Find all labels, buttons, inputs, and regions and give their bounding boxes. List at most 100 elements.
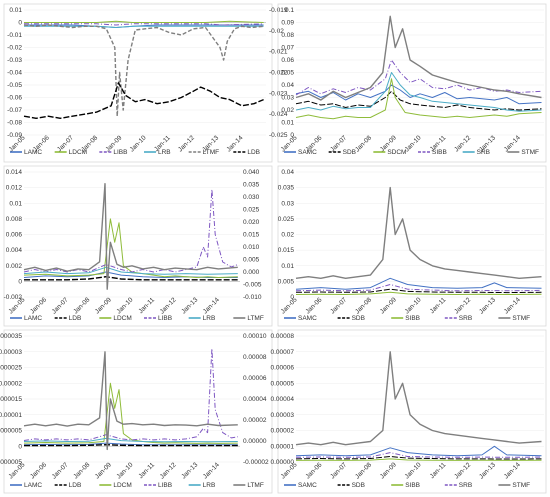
x-tick-label: Jan-09 [94,296,113,315]
y-tick-label: 0.00000 [271,459,295,466]
y2-tick-label: 0.00002 [243,417,267,424]
series-line-samc [295,445,542,457]
x-tick-label: Jan-13 [180,296,199,315]
legend-label: LTMF [203,149,220,156]
panel-frame [277,165,547,327]
chart-panel-bottom-right: 0.00000 0.00001 0.00002 0.00003 0.00004 0.000… [271,329,547,494]
y-tick-label: 0.05 [281,70,294,77]
x-tick-label: Jan-12 [453,296,472,315]
x-tick-label: Jan-12 [453,461,472,480]
x-tick-label: Jan-08 [72,461,91,480]
chart-panel-middle-right: 0 0.005 0.01 0.015 0.02 0.025 0.03 0.035 0.04 Jan… [277,165,547,327]
y2-tick-label: 0.035 [243,182,260,189]
y-tick-label: -0.01 [7,32,22,39]
legend-label: SAMC [298,149,317,156]
legend-label: LAMC [24,315,42,322]
x-tick-label: Jan-05 [280,296,299,315]
y-tick-label: 0.006 [6,232,23,239]
legend-label: STMF [512,315,530,322]
series-line-ltmf [23,24,264,117]
x-tick-label: Jan-07 [51,296,70,315]
legend-label: LAMC [24,482,42,489]
chart-panel-top-left: 0.01 0 -0.01 -0.02 -0.03 -0.04 -0.05 -0.06 -0.07… [3,3,288,163]
panel-frame [3,3,273,163]
y2-tick-label: 0.025 [243,207,260,214]
y-tick-label: -0.07 [7,107,22,114]
series-line-stmf [295,186,542,279]
x-tick-label: Jan-10 [404,134,423,153]
y-tick-label: 0.1 [285,7,294,14]
series-line-srb [295,72,542,112]
series-line-libb [23,189,238,273]
y-tick-label: 0.008 [6,216,23,223]
y-tick-label: 0.09 [281,20,294,27]
y-tick-label: 0 [290,294,294,301]
chart-panel-bottom-left: 0.000035 0.00003 0.000025 0.00002 0.000015 0.… [0,329,273,494]
y-tick-label: 0.000005 [0,428,22,435]
legend-label: SRB [459,315,472,322]
legend-label: LAMC [24,149,42,156]
y2-tick-label: 0.015 [243,232,260,239]
y2-tick-label: 0.020 [243,219,260,226]
y-tick-label: 0.035 [278,185,295,192]
y2-tick-label: 0.00000 [243,438,267,445]
y-tick-label: -0.03 [7,57,22,64]
x-tick-label: Jan-09 [379,461,398,480]
legend-label: LDB [69,482,82,489]
x-tick-label: Jan-12 [177,134,196,153]
series-line-srb [295,452,542,458]
y-tick-label: 0.002 [6,263,23,270]
legend-label: LDCM [113,315,131,322]
legend-label: LRB [203,315,216,322]
y-tick-label: 0.01 [9,7,22,14]
y2-tick-label: 0.030 [243,194,260,201]
legend-label: SAMC [298,482,317,489]
y-tick-label: 0.014 [6,169,23,176]
y-tick-label: 0.000035 [0,333,22,340]
y-tick-label: 0.00002 [0,380,22,387]
series-line-libb [24,23,264,26]
y-tick-label: 0 [18,20,22,27]
series-line-samc [295,277,542,290]
y2-tick-label: 0.00004 [243,396,267,403]
series-line-lrb [23,437,238,443]
x-tick-label: Jan-07 [51,461,70,480]
y-tick-label: 0.01 [9,200,22,207]
y-tick-label: 0.00008 [271,333,295,340]
legend-label: LTMF [247,315,264,322]
legend-label: LRB [203,482,216,489]
legend-label: SDB [343,149,356,156]
y-tick-label: 0.004 [6,247,23,254]
y2-tick-label: -0.00002 [243,459,269,466]
series-line-ldb [23,82,264,119]
series-line-stmf [295,15,542,101]
y-tick-label: 0.04 [281,82,294,89]
series-line-sibb [295,458,542,461]
y2-tick-label: -0.019 [269,7,288,14]
series-line-lrb [24,25,264,28]
x-tick-label: Jan-14 [503,461,522,480]
x-tick-label: Jan-12 [159,296,178,315]
x-tick-label: Jan-10 [115,461,134,480]
y-tick-label: -0.002 [4,294,23,301]
x-tick-label: Jan-12 [453,134,472,153]
x-tick-label: Jan-11 [137,296,156,315]
y2-tick-label: -0.02 [269,28,284,35]
x-tick-label: Jan-13 [478,461,497,480]
x-tick-label: Jan-08 [354,296,373,315]
y2-tick-label: -0.024 [269,111,288,118]
series-line-ltmf [23,351,238,451]
x-tick-label: Jan-07 [329,461,348,480]
y2-tick-label: -0.023 [269,90,288,97]
legend-label: SDCM [387,149,406,156]
y-tick-label: 0.03 [281,200,294,207]
x-tick-label: Jan-07 [329,296,348,315]
legend-label: LIBB [158,482,172,489]
series-line-sdb [295,456,542,460]
y-tick-label: 0.00003 [0,349,22,356]
series-line-sdb [295,288,542,294]
y-tick-label: 0 [18,443,22,450]
x-tick-label: Jan-11 [429,461,448,480]
y-tick-label: 0.06 [281,57,294,64]
